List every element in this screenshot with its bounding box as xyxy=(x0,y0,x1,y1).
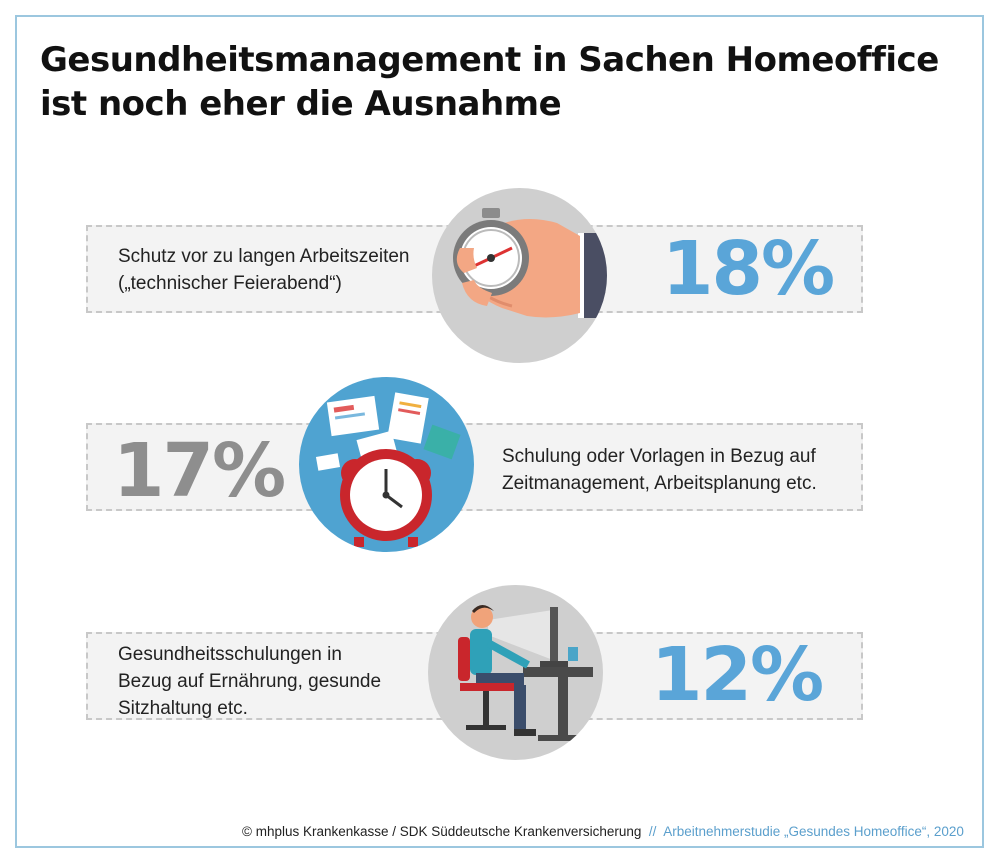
stat-value-3: 12% xyxy=(651,632,824,718)
alarm-clock-documents-icon xyxy=(299,377,474,552)
stat-label-3: Gesundheitsschulungen in Bezug auf Ernäh… xyxy=(118,644,382,719)
stat-row-2 xyxy=(86,423,863,511)
footer-copyright: © mhplus Krankenkasse / SDK Süddeutsche … xyxy=(242,824,642,839)
stat-label-2: Schulung oder Vorlagen in Bezug auf Zeit… xyxy=(502,446,817,494)
stopwatch-in-hand-icon xyxy=(432,188,607,363)
footer-credit: © mhplus Krankenkasse / SDK Süddeutsche … xyxy=(242,824,964,839)
footer-source: Arbeitnehmerstudie „Gesundes Homeoffice“… xyxy=(663,824,964,839)
stat-value-2: 17% xyxy=(113,428,286,514)
stat-value-1: 18% xyxy=(662,226,835,312)
footer-separator: // xyxy=(641,824,664,839)
stat-label-1: Schutz vor zu langen Arbeitszeiten („tec… xyxy=(118,246,410,294)
person-at-desk-icon xyxy=(428,585,603,760)
title-line-2: ist noch eher die Ausnahme xyxy=(40,84,562,124)
infographic-frame xyxy=(15,15,984,848)
title-line-1: Gesundheitsmanagement in Sachen Homeoffi… xyxy=(40,40,939,80)
page-title: Gesundheitsmanagement in Sachen Homeoffi… xyxy=(40,38,980,126)
